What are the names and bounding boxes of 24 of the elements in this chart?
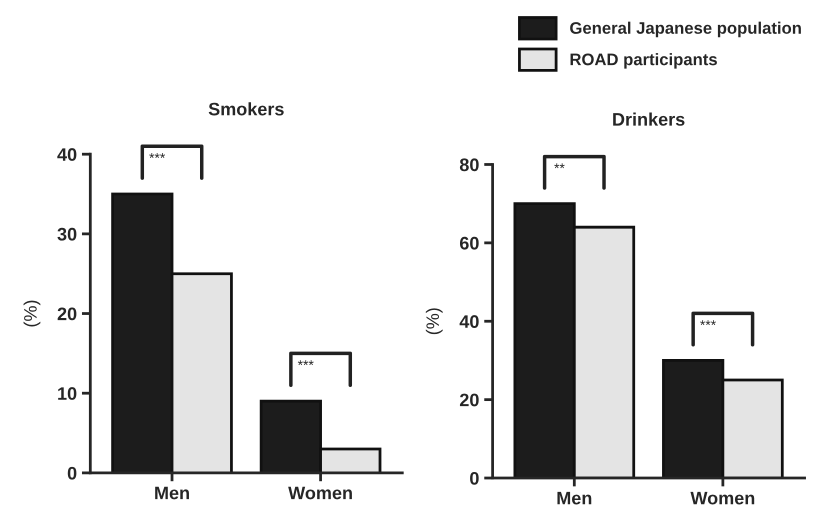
y-tick-label: 40	[460, 315, 479, 328]
y-tick-label: 0	[470, 472, 479, 485]
y-tick-label: 10	[58, 387, 76, 400]
legend-label: ROAD participants	[570, 53, 717, 69]
annotation: ***	[700, 320, 716, 326]
x-tick-label: Women	[690, 492, 754, 504]
y-tick-label: 0	[68, 466, 76, 480]
x-tick-label: Women	[288, 486, 352, 500]
x-tick-label: Men	[557, 492, 592, 504]
x-tick-label: Men	[155, 486, 189, 500]
y-tick-label: 20	[58, 307, 76, 320]
y-tick-label: 60	[460, 236, 479, 250]
annotation: ***	[298, 360, 314, 366]
annotation: ***	[149, 153, 166, 158]
y-tick-label: 30	[57, 228, 76, 241]
y-tick-label: 80	[460, 158, 479, 172]
y-tick-label: 40	[57, 148, 76, 161]
legend-label: General Japanese population	[570, 22, 801, 38]
annotation: **	[554, 163, 565, 168]
y-tick-label: 20	[460, 394, 479, 406]
chart-title: Smokers	[208, 102, 284, 116]
chart-title: Drinkers	[613, 112, 684, 126]
y-axis-title: (%)	[24, 300, 40, 326]
y-axis-title: (%)	[426, 308, 443, 334]
